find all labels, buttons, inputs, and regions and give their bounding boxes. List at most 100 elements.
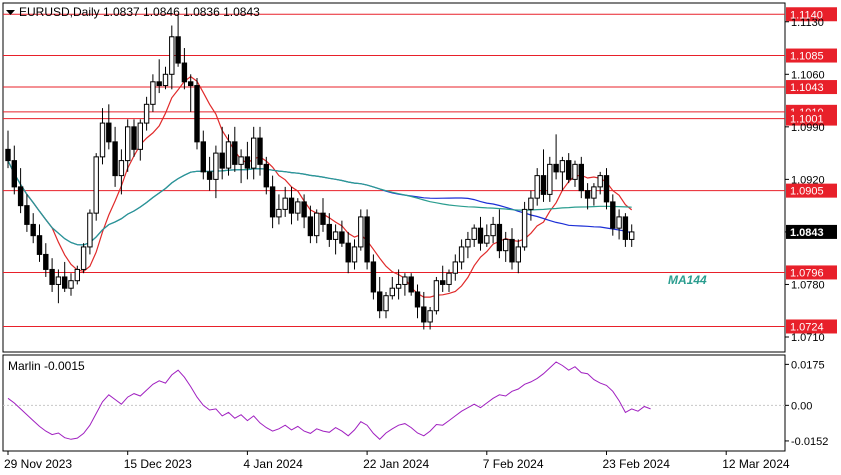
candle[interactable] [24, 194, 30, 232]
candle[interactable] [629, 224, 635, 247]
candle[interactable] [87, 209, 93, 255]
candle[interactable] [74, 265, 80, 285]
candle[interactable] [112, 126, 118, 187]
candle[interactable] [528, 190, 534, 221]
candle[interactable] [402, 273, 408, 296]
candle[interactable] [364, 209, 370, 270]
candle[interactable] [427, 306, 433, 330]
candle[interactable] [515, 239, 521, 274]
candle[interactable] [477, 216, 484, 251]
candle[interactable] [610, 194, 616, 236]
candle[interactable] [326, 213, 333, 247]
candle[interactable] [62, 261, 68, 292]
symbol-dropdown-icon[interactable] [6, 10, 15, 15]
candle[interactable] [68, 273, 74, 296]
candle[interactable] [496, 209, 503, 259]
candle[interactable] [137, 119, 144, 161]
candle[interactable] [433, 276, 440, 315]
candle[interactable] [295, 198, 301, 221]
candle[interactable] [150, 74, 156, 112]
candle[interactable] [131, 119, 137, 157]
candle[interactable] [36, 224, 43, 262]
candle[interactable] [269, 175, 276, 229]
candle[interactable] [622, 213, 629, 247]
candle[interactable] [125, 119, 131, 172]
candle[interactable] [540, 149, 547, 202]
candle[interactable] [314, 209, 320, 244]
candle[interactable] [603, 168, 610, 210]
candle[interactable] [547, 156, 553, 202]
candle[interactable] [225, 134, 232, 176]
candle[interactable] [156, 59, 162, 94]
candle[interactable] [307, 205, 314, 244]
candle[interactable] [572, 160, 578, 187]
candle[interactable] [559, 156, 566, 191]
candle[interactable] [194, 78, 200, 150]
candle[interactable] [503, 231, 509, 262]
candle[interactable] [93, 153, 99, 221]
candle[interactable] [143, 96, 150, 131]
candle[interactable] [43, 243, 49, 277]
candle[interactable] [597, 171, 603, 195]
candle[interactable] [55, 269, 62, 304]
candle[interactable] [591, 183, 597, 206]
candle[interactable] [452, 254, 459, 281]
candle[interactable] [421, 291, 427, 330]
candle[interactable] [219, 126, 225, 180]
candle[interactable] [440, 265, 446, 292]
candle[interactable] [446, 269, 452, 292]
candle[interactable] [106, 104, 112, 150]
candle[interactable] [80, 243, 87, 274]
candle[interactable] [566, 153, 572, 184]
candle[interactable] [383, 291, 389, 319]
candle[interactable] [584, 183, 591, 210]
candle[interactable] [232, 126, 238, 172]
candle[interactable] [534, 168, 540, 206]
candle[interactable] [169, 25, 175, 90]
candle[interactable] [332, 224, 339, 255]
candle[interactable] [301, 194, 307, 229]
candle[interactable] [578, 156, 584, 199]
candle[interactable] [99, 108, 106, 165]
candle[interactable] [181, 48, 188, 90]
candle[interactable] [414, 284, 421, 319]
candle[interactable] [339, 220, 345, 247]
candle[interactable] [458, 239, 465, 270]
candle[interactable] [351, 239, 358, 270]
candle[interactable] [263, 156, 270, 195]
candle[interactable] [377, 276, 383, 319]
candle[interactable] [251, 126, 257, 180]
candle[interactable] [206, 156, 213, 191]
candle[interactable] [175, 14, 181, 67]
candle[interactable] [213, 145, 219, 199]
candle[interactable] [282, 186, 288, 217]
candle[interactable] [238, 149, 244, 184]
candle[interactable] [11, 145, 18, 195]
candle[interactable] [521, 201, 528, 251]
candle[interactable] [200, 130, 207, 180]
candle[interactable] [553, 134, 559, 180]
candle[interactable] [17, 168, 24, 214]
candle[interactable] [389, 276, 396, 300]
candle[interactable] [358, 209, 364, 251]
candle[interactable] [484, 224, 490, 247]
candle[interactable] [49, 258, 55, 292]
candle[interactable] [408, 273, 414, 296]
candle[interactable] [288, 186, 295, 225]
candle[interactable] [320, 198, 326, 232]
candle[interactable] [345, 231, 351, 274]
candle[interactable] [162, 66, 169, 90]
candle[interactable] [276, 194, 282, 225]
candle[interactable] [5, 130, 11, 169]
candle[interactable] [509, 228, 515, 270]
oscillator-panel[interactable]: 0.0175 0.00 -0.0152 Marlin -0.0015 [2, 354, 828, 452]
candle[interactable] [244, 141, 251, 180]
candle[interactable] [188, 74, 194, 112]
candle[interactable] [395, 269, 402, 300]
candle[interactable] [471, 224, 477, 247]
candle[interactable] [118, 149, 125, 195]
candle[interactable] [465, 231, 471, 259]
candle[interactable] [490, 216, 496, 244]
price-panel[interactable]: 1.11401.10851.10431.10101.10011.09051.07… [2, 2, 837, 353]
candle[interactable] [370, 254, 377, 300]
